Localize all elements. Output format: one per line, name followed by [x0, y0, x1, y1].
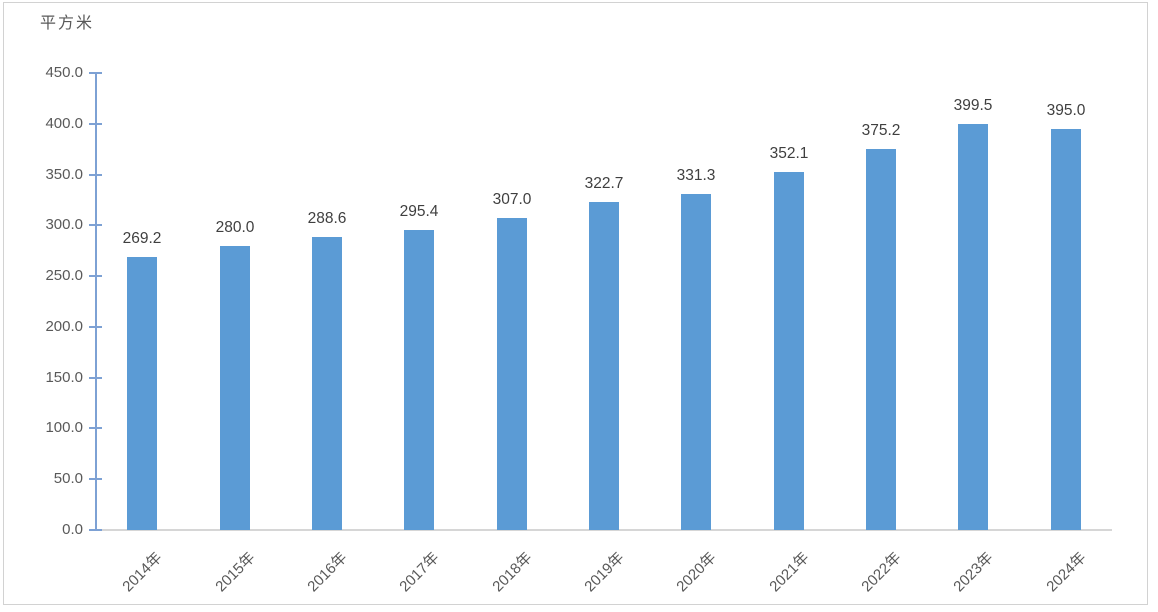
y-axis-tick-mark [89, 326, 102, 328]
chart-bar-2016年 [312, 237, 342, 530]
bar-value-label: 295.4 [399, 203, 439, 220]
chart-bar-2024年 [1051, 129, 1081, 530]
x-axis-tick-label: 2018年 [488, 549, 536, 596]
x-axis-tick-label: 2023年 [949, 549, 997, 596]
x-axis-tick-label: 2015年 [211, 549, 259, 596]
y-axis-tick-label: 200.0 [45, 318, 83, 335]
x-axis-tick-label: 2019年 [580, 549, 628, 596]
y-axis-line [95, 73, 97, 530]
chart-bar-2014年 [127, 257, 157, 530]
chart-bar-2015年 [220, 246, 250, 530]
bar-value-label: 288.6 [307, 210, 347, 227]
bar-value-label: 322.7 [584, 175, 624, 192]
y-axis-tick-mark [89, 224, 102, 226]
y-axis-tick-label: 400.0 [45, 115, 83, 132]
x-axis-tick-label: 2016年 [303, 549, 351, 596]
bar-value-label: 375.2 [861, 122, 901, 139]
y-axis-tick-mark [89, 377, 102, 379]
y-axis-tick-mark [89, 174, 102, 176]
x-axis-tick-label: 2017年 [395, 549, 443, 596]
y-axis-tick-label: 50.0 [53, 470, 83, 487]
y-axis-tick-mark [89, 275, 102, 277]
chart-bar-2023年 [958, 124, 988, 530]
y-axis-tick-label: 350.0 [45, 166, 83, 183]
y-axis-tick-mark [89, 427, 102, 429]
chart-bar-2018年 [497, 218, 527, 530]
x-axis-tick-label: 2020年 [672, 549, 720, 596]
x-axis-tick-label: 2014年 [118, 549, 166, 596]
y-axis-tick-label: 0.0 [62, 521, 83, 538]
x-axis-line [96, 529, 1112, 531]
y-axis-tick-label: 100.0 [45, 419, 83, 436]
bar-value-label: 395.0 [1046, 102, 1086, 119]
chart-bar-2021年 [774, 172, 804, 530]
bar-value-label: 280.0 [215, 219, 255, 236]
y-axis-tick-mark [89, 478, 102, 480]
chart-bar-2022年 [866, 149, 896, 530]
y-axis-tick-mark [89, 72, 102, 74]
bar-value-label: 307.0 [492, 191, 532, 208]
y-axis-unit-label: 平方米 [40, 15, 95, 32]
chart-bar-2020年 [681, 194, 711, 530]
x-axis-tick-label: 2022年 [857, 549, 905, 596]
chart-bar-2017年 [404, 230, 434, 530]
chart-frame [3, 2, 1148, 605]
chart-bar-2019年 [589, 202, 619, 530]
y-axis-tick-mark [89, 529, 102, 531]
y-axis-tick-label: 150.0 [45, 369, 83, 386]
x-axis-tick-label: 2021年 [765, 549, 813, 596]
y-axis-tick-label: 450.0 [45, 64, 83, 81]
x-axis-tick-label: 2024年 [1042, 549, 1090, 596]
bar-value-label: 331.3 [676, 167, 716, 184]
bar-value-label: 352.1 [769, 145, 809, 162]
bar-value-label: 269.2 [122, 230, 162, 247]
y-axis-tick-mark [89, 123, 102, 125]
y-axis-tick-label: 300.0 [45, 216, 83, 233]
y-axis-tick-label: 250.0 [45, 267, 83, 284]
bar-value-label: 399.5 [953, 97, 993, 114]
